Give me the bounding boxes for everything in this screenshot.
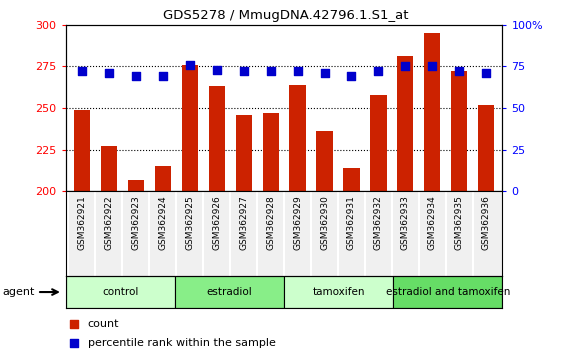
Point [374,69,383,74]
Bar [316,131,332,191]
Bar [74,110,90,191]
Text: count: count [87,319,119,329]
Point [131,74,140,79]
Text: GSM362923: GSM362923 [131,195,140,250]
Point [455,69,464,74]
Bar [343,168,360,191]
Point [158,74,167,79]
Bar [263,113,279,191]
Text: control: control [102,287,138,297]
Point [482,70,491,76]
Text: GSM362929: GSM362929 [293,195,302,250]
Text: GSM362924: GSM362924 [158,195,167,250]
Text: GSM362930: GSM362930 [320,195,329,250]
Point [266,69,275,74]
Text: tamoxifen: tamoxifen [312,287,365,297]
Point [185,62,194,68]
Bar [451,72,468,191]
Text: GSM362933: GSM362933 [401,195,410,250]
Text: GSM362926: GSM362926 [212,195,221,250]
Text: GSM362931: GSM362931 [347,195,356,250]
Bar [175,276,284,308]
Bar [235,115,252,191]
Bar [100,146,117,191]
Bar [66,276,175,308]
Text: GSM362927: GSM362927 [239,195,248,250]
Text: estradiol and tamoxifen: estradiol and tamoxifen [385,287,510,297]
Point [104,70,114,76]
Point [212,67,221,73]
Text: GSM362935: GSM362935 [455,195,464,250]
Bar [155,166,171,191]
Text: GDS5278 / MmugDNA.42796.1.S1_at: GDS5278 / MmugDNA.42796.1.S1_at [163,9,408,22]
Text: GSM362934: GSM362934 [428,195,437,250]
Bar [208,86,225,191]
Text: agent: agent [3,287,35,297]
Text: GSM362921: GSM362921 [77,195,86,250]
Point [320,70,329,76]
Text: GSM362922: GSM362922 [104,195,113,250]
Text: estradiol: estradiol [207,287,252,297]
Text: GSM362928: GSM362928 [266,195,275,250]
Point [77,69,86,74]
Point [239,69,248,74]
Point [70,321,79,327]
Bar [284,276,393,308]
Text: GSM362932: GSM362932 [374,195,383,250]
Bar [424,33,440,191]
Text: percentile rank within the sample: percentile rank within the sample [87,338,275,348]
Point [70,341,79,346]
Bar [289,85,305,191]
Point [401,63,410,69]
Bar [182,65,198,191]
Point [293,69,302,74]
Point [428,63,437,69]
Bar [397,56,413,191]
Bar [478,105,494,191]
Point [347,74,356,79]
Text: GSM362936: GSM362936 [482,195,491,250]
Bar [128,179,144,191]
Bar [371,95,387,191]
Text: GSM362925: GSM362925 [185,195,194,250]
Bar [393,276,502,308]
